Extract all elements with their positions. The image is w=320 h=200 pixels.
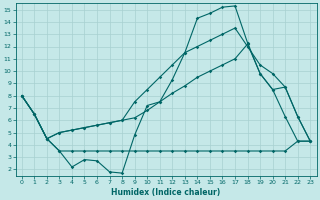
- X-axis label: Humidex (Indice chaleur): Humidex (Indice chaleur): [111, 188, 221, 197]
